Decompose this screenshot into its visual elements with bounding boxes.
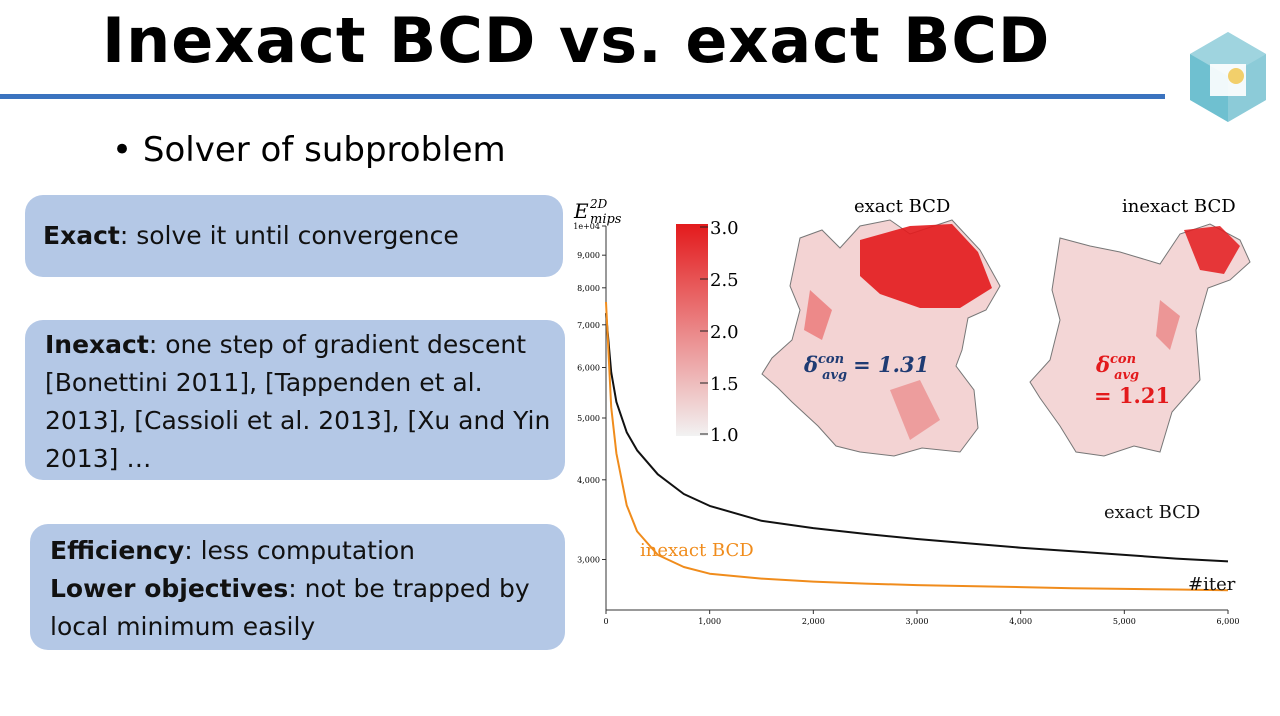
colorbar-tick-label: 2.5 [710, 270, 739, 291]
y-tick-label: 1e+04 [573, 222, 600, 231]
inexact-delta-value: = 1.21 [1094, 383, 1170, 408]
y-ticks: 3,000 4,000 5,000 6,000 7,000 8,000 9,000 1e+04 [573, 222, 606, 564]
y-axis-label-sub: mips [590, 212, 622, 227]
x-tick-label: 1,000 [698, 617, 721, 626]
x-tick-label: 6,000 [1217, 617, 1240, 626]
benefits-box: Efficiency: less computation Lower objec… [30, 524, 565, 650]
efficiency-text: : less computation [184, 536, 416, 565]
series-line-exact-bcd [605, 313, 1229, 563]
colorbar-ticks: 3.0 2.5 2.0 1.5 1.0 [700, 218, 739, 446]
series-layer [605, 301, 1229, 592]
colorbar-tick-label: 2.0 [710, 322, 739, 343]
x-tick-label: 2,000 [802, 617, 825, 626]
y-tick-label: 4,000 [577, 476, 600, 485]
objective-chart: E 2D mips 3,000 4,000 5,000 6,000 7,000 8,000… [573, 196, 1251, 626]
inexact-mesh-title: inexact BCD [1122, 196, 1236, 217]
slide-title: Inexact BCD vs. exact BCD [102, 4, 1051, 77]
efficiency-label: Efficiency [50, 536, 185, 565]
exact-label: Exact [43, 221, 120, 250]
inexact-text: : one step of gradient descent [Bonettin… [45, 330, 551, 473]
legend-exact-bcd: exact BCD [1104, 502, 1200, 523]
y-axis-label-sup: 2D [589, 197, 608, 211]
inexact-mesh-image [1029, 223, 1251, 457]
y-tick-label: 6,000 [577, 363, 600, 372]
exact-text: : solve it until convergence [119, 221, 459, 250]
y-tick-label: 3,000 [577, 555, 600, 564]
y-tick-label: 7,000 [577, 321, 600, 330]
colorbar [676, 224, 708, 436]
exact-mesh-image [761, 219, 1001, 457]
y-tick-label: 5,000 [577, 414, 600, 423]
inexact-label: Inexact [45, 330, 149, 359]
exact-box: Exact: solve it until convergence [25, 195, 563, 277]
legend-inexact-bcd: inexact BCD [640, 540, 754, 561]
y-axis-label: E [573, 199, 589, 223]
colorbar-tick-label: 1.5 [710, 374, 739, 395]
bullet-point: • Solver of subproblem [112, 130, 506, 170]
series-line-inexact-bcd [605, 301, 1229, 592]
inexact-box: Inexact: one step of gradient descent [B… [25, 320, 565, 480]
exact-mesh-title: exact BCD [854, 196, 950, 217]
exact-delta: δcon avg = 1.31 [803, 352, 929, 383]
lower-objectives-label: Lower objectives [50, 574, 289, 603]
bullet-text: Solver of subproblem [142, 130, 506, 170]
x-ticks: 0 1,000 2,000 3,000 4,000 5,000 6,000 [603, 610, 1239, 626]
x-tick-label: 4,000 [1009, 617, 1032, 626]
colorbar-tick-label: 3.0 [710, 218, 739, 239]
x-tick-label: 3,000 [906, 617, 929, 626]
x-axis-label: #iter [1188, 574, 1236, 595]
cube-logo-icon [1190, 32, 1266, 122]
title-underline [0, 94, 1165, 99]
inexact-delta: δcon avg [1095, 352, 1139, 383]
x-tick-label: 5,000 [1113, 617, 1136, 626]
colorbar-tick-label: 1.0 [710, 425, 739, 446]
y-tick-label: 9,000 [577, 251, 600, 260]
lower-objectives-text: : not be trapped by local minimum easily [50, 574, 530, 641]
x-tick-label: 0 [603, 617, 608, 626]
y-tick-label: 8,000 [577, 284, 600, 293]
